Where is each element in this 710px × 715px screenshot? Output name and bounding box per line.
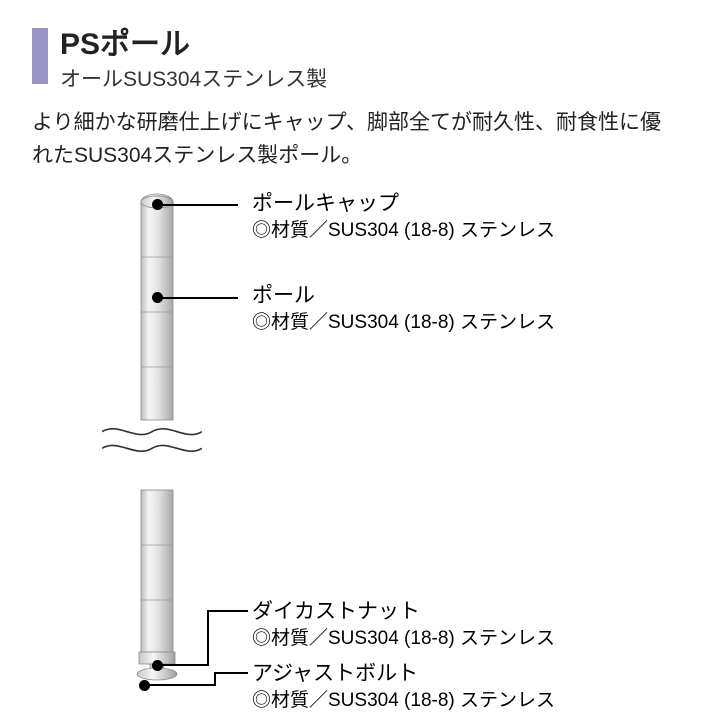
diagram: ポールキャップ ◎材質／SUS304 (18-8) ステンレス ポール ◎材質／…: [32, 190, 678, 700]
callout-cap-material: ◎材質／SUS304 (18-8) ステンレス: [252, 218, 555, 245]
callout-nut: ダイカストナット ◎材質／SUS304 (18-8) ステンレス: [252, 598, 555, 653]
callout-pole: ポール ◎材質／SUS304 (18-8) ステンレス: [252, 282, 555, 337]
break-indicator: [102, 418, 202, 462]
callout-nut-material: ◎材質／SUS304 (18-8) ステンレス: [252, 626, 555, 653]
callout-leader-cap: [158, 204, 238, 206]
callout-cap: ポールキャップ ◎材質／SUS304 (18-8) ステンレス: [252, 190, 555, 245]
callout-bolt-title: アジャストボルト: [252, 660, 555, 688]
callout-cap-title: ポールキャップ: [252, 190, 555, 218]
callout-pole-title: ポール: [252, 282, 555, 310]
header: PSポール オールSUS304ステンレス製: [32, 28, 678, 93]
callout-pole-material: ◎材質／SUS304 (18-8) ステンレス: [252, 310, 555, 337]
page-title: PSポール: [60, 28, 327, 61]
callout-leader-bolt: [145, 670, 248, 690]
callout-bolt-material: ◎材質／SUS304 (18-8) ステンレス: [252, 688, 555, 715]
callout-nut-title: ダイカストナット: [252, 598, 555, 626]
callout-leader-nut: [158, 608, 248, 670]
page-subtitle: オールSUS304ステンレス製: [60, 63, 327, 93]
callout-bolt: アジャストボルト ◎材質／SUS304 (18-8) ステンレス: [252, 660, 555, 715]
description-text: より細かな研磨仕上げにキャップ、脚部全てが耐久性、耐食性に優れたSUS304ステ…: [32, 107, 678, 172]
accent-bar: [32, 28, 48, 84]
title-block: PSポール オールSUS304ステンレス製: [60, 28, 327, 93]
callout-leader-pole: [158, 297, 238, 299]
